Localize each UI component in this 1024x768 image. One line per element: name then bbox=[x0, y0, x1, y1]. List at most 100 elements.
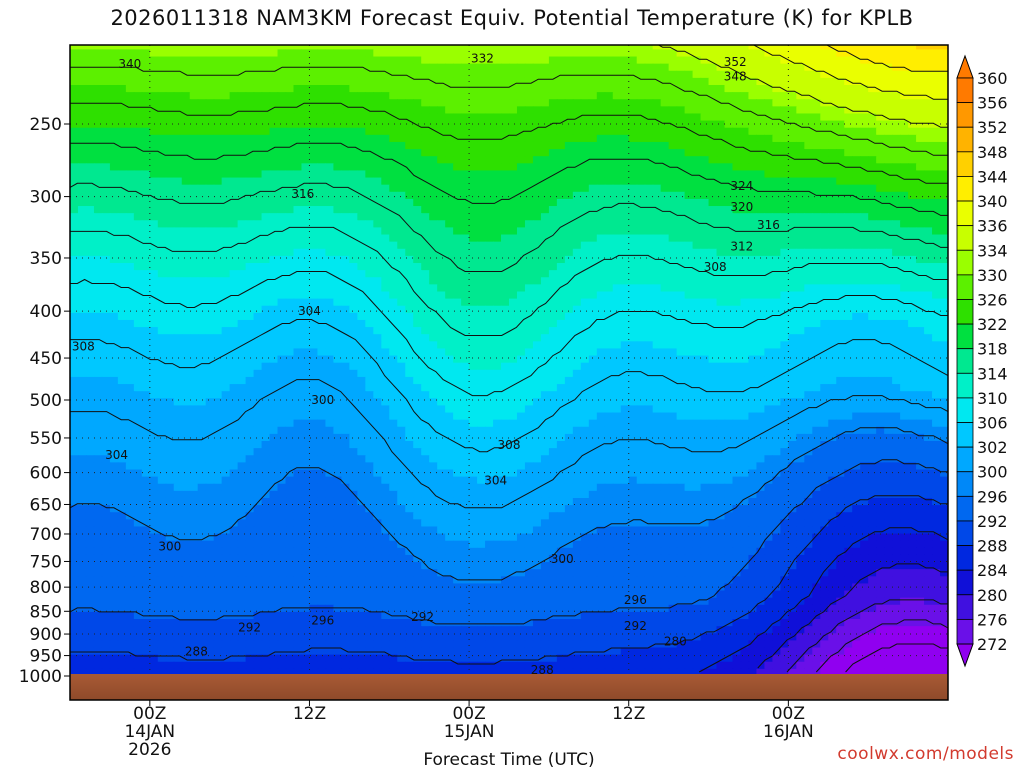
field-cell bbox=[844, 227, 853, 236]
field-cell bbox=[596, 45, 606, 50]
field-cell bbox=[692, 170, 702, 179]
field-cell bbox=[660, 319, 670, 328]
field-cell bbox=[820, 334, 829, 342]
field-cell bbox=[700, 113, 710, 122]
field-cell bbox=[884, 49, 893, 58]
field-cell bbox=[804, 113, 813, 122]
field-cell bbox=[524, 156, 534, 164]
field-cell bbox=[716, 334, 726, 342]
field-cell bbox=[477, 298, 486, 307]
field-cell bbox=[229, 77, 239, 86]
field-cell bbox=[612, 45, 622, 50]
field-cell bbox=[940, 291, 948, 300]
field-cell bbox=[580, 184, 590, 193]
field-cell bbox=[804, 327, 813, 335]
field-cell bbox=[916, 35, 925, 43]
field-cell bbox=[253, 170, 263, 179]
field-cell bbox=[325, 241, 334, 250]
field-cell bbox=[117, 305, 127, 314]
field-cell bbox=[165, 141, 175, 150]
field-cell bbox=[540, 63, 550, 72]
field-cell bbox=[461, 63, 470, 72]
field-cell bbox=[772, 156, 781, 164]
field-cell bbox=[788, 127, 797, 136]
field-cell bbox=[365, 312, 374, 321]
field-cell bbox=[477, 312, 486, 321]
field-cell bbox=[572, 220, 582, 228]
field-cell bbox=[293, 170, 303, 179]
field-cell bbox=[556, 92, 566, 100]
field-cell bbox=[93, 149, 103, 157]
field-cell bbox=[852, 106, 861, 115]
field-cell bbox=[764, 334, 773, 342]
field-cell bbox=[532, 113, 542, 122]
field-cell bbox=[293, 141, 303, 150]
field-cell bbox=[884, 156, 893, 164]
field-cell bbox=[820, 327, 829, 335]
field-cell bbox=[445, 70, 454, 79]
field-cell bbox=[908, 206, 917, 214]
field-cell bbox=[245, 263, 255, 271]
field-cell bbox=[788, 141, 797, 150]
field-cell bbox=[85, 334, 95, 342]
field-cell bbox=[692, 334, 702, 342]
field-cell bbox=[732, 334, 742, 342]
field-cell bbox=[365, 298, 374, 307]
field-cell bbox=[772, 327, 781, 335]
field-cell bbox=[341, 213, 350, 221]
field-cell bbox=[309, 184, 319, 193]
field-cell bbox=[868, 312, 877, 321]
field-cell bbox=[197, 113, 207, 122]
field-cell bbox=[277, 156, 287, 164]
field-cell bbox=[229, 191, 239, 200]
field-cell bbox=[820, 255, 829, 264]
field-cell bbox=[652, 56, 662, 65]
field-cell bbox=[261, 177, 271, 186]
field-cell bbox=[524, 99, 534, 107]
field-cell bbox=[413, 170, 422, 179]
field-cell bbox=[389, 35, 398, 43]
field-cell bbox=[189, 241, 199, 250]
field-cell bbox=[213, 127, 223, 136]
field-cell bbox=[604, 49, 614, 58]
field-cell bbox=[509, 206, 518, 214]
field-cell bbox=[916, 163, 925, 172]
field-cell bbox=[101, 327, 111, 335]
field-cell bbox=[501, 291, 510, 300]
field-cell bbox=[708, 106, 718, 115]
field-cell bbox=[477, 227, 486, 236]
field-cell bbox=[141, 70, 151, 79]
field-cell bbox=[836, 113, 845, 122]
field-cell bbox=[868, 99, 877, 107]
field-cell bbox=[381, 248, 390, 257]
field-cell bbox=[724, 248, 734, 257]
field-cell bbox=[165, 263, 175, 271]
field-cell bbox=[477, 70, 486, 79]
field-cell bbox=[317, 334, 327, 342]
field-cell bbox=[692, 177, 702, 186]
field-cell bbox=[421, 220, 430, 228]
field-cell bbox=[85, 141, 95, 150]
field-cell bbox=[485, 170, 494, 179]
field-cell bbox=[740, 92, 750, 100]
field-cell bbox=[772, 84, 781, 93]
field-cell bbox=[708, 270, 718, 278]
field-cell bbox=[134, 35, 143, 43]
field-cell bbox=[317, 213, 327, 221]
field-cell bbox=[341, 134, 350, 143]
field-cell bbox=[796, 77, 805, 86]
field-cell bbox=[756, 99, 766, 107]
field-cell bbox=[357, 341, 366, 350]
field-cell bbox=[237, 355, 247, 364]
field-cell bbox=[620, 70, 630, 79]
field-cell bbox=[365, 327, 374, 335]
field-cell bbox=[772, 341, 781, 350]
field-cell bbox=[764, 134, 773, 143]
field-cell bbox=[636, 77, 646, 86]
field-cell bbox=[780, 220, 789, 228]
field-cell bbox=[469, 234, 478, 243]
field-cell bbox=[229, 106, 239, 115]
field-cell bbox=[580, 177, 590, 186]
field-cell bbox=[157, 184, 167, 193]
field-cell bbox=[205, 319, 215, 328]
